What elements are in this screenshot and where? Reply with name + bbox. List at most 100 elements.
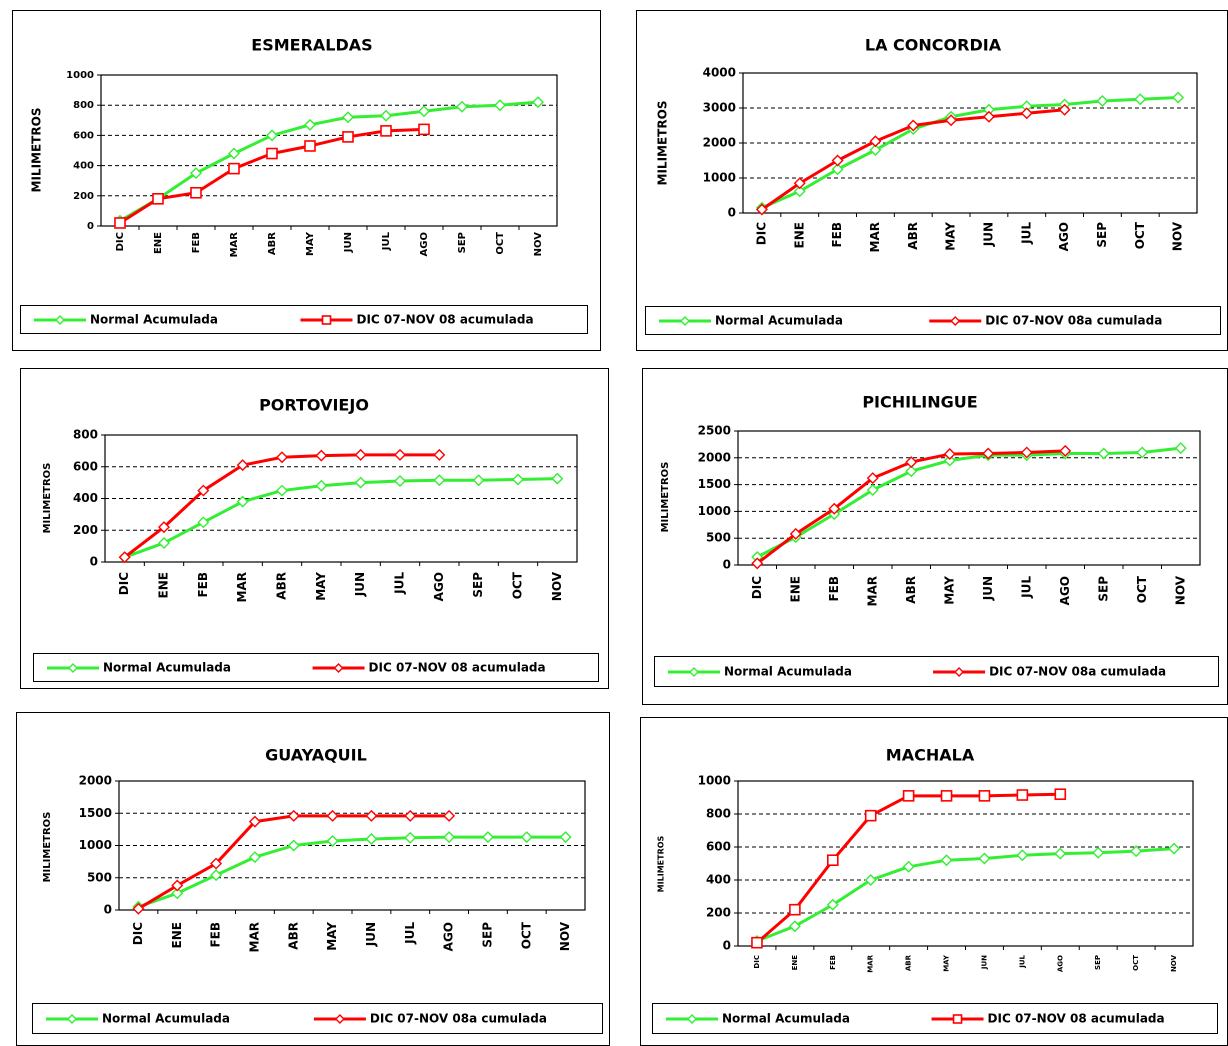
data-point-marker <box>190 167 202 180</box>
x-tick-label: OCT <box>1135 575 1149 603</box>
series-line <box>124 477 558 559</box>
x-tick-label: ABR <box>904 576 918 604</box>
data-point-marker <box>210 857 223 870</box>
x-tick-label: AGO <box>1058 576 1072 605</box>
x-tick-label: JUN <box>981 576 995 601</box>
data-point-marker <box>394 448 406 461</box>
data-point-marker <box>1172 91 1185 104</box>
legend-entry-label: Normal Acumulada <box>715 314 843 328</box>
y-tick-label: 2000 <box>703 136 736 150</box>
data-point-marker <box>864 874 877 886</box>
data-point-marker <box>365 833 378 846</box>
data-point-marker <box>1174 442 1187 455</box>
chart-esmeraldas: ESMERALDAS MILIMETROS 0 200 400 600 800 1000 DIC… <box>12 10 601 351</box>
y-tick-label: 1000 <box>698 504 731 518</box>
data-point-marker <box>443 809 456 822</box>
series-line <box>761 96 1179 210</box>
x-tick-label: JUN <box>343 232 354 253</box>
data-point-marker <box>945 114 958 127</box>
x-tick-label: AGO <box>442 922 456 951</box>
data-point-marker <box>831 154 844 167</box>
x-tick-label: JUL <box>1018 954 1026 968</box>
data-point-marker <box>304 140 316 152</box>
data-point-marker <box>132 902 145 915</box>
y-tick-label: 400 <box>706 873 731 887</box>
data-point-marker <box>978 790 991 802</box>
y-tick-label: 0 <box>87 221 94 232</box>
data-point-marker <box>982 447 995 460</box>
x-tick-label: MAY <box>942 576 956 605</box>
data-point-marker <box>248 851 261 864</box>
data-point-marker <box>333 663 344 673</box>
y-axis-label: MILIMETROS <box>30 108 44 193</box>
x-tick-label: MAR <box>868 222 882 252</box>
x-tick-label: JUN <box>981 222 995 247</box>
x-tick-label: ENE <box>157 572 171 598</box>
x-tick-label: JUL <box>403 922 417 945</box>
legend-entry-label: DIC 07-NOV 08a cumulada <box>989 665 1166 679</box>
x-tick-label: JUN <box>353 572 367 597</box>
x-tick-label: MAR <box>867 954 875 972</box>
data-point-marker <box>326 809 339 822</box>
x-tick-label: NOV <box>550 571 564 601</box>
data-point-marker <box>755 203 768 216</box>
x-tick-label: AGO <box>432 572 446 601</box>
data-point-marker <box>158 521 170 534</box>
y-tick-label: 400 <box>73 491 98 505</box>
legend-entry-label: DIC 07-NOV 08a cumulada <box>370 1012 547 1026</box>
data-point-marker <box>494 99 506 112</box>
x-tick-label: AGO <box>1056 955 1064 972</box>
data-point-marker <box>68 663 78 673</box>
data-point-marker <box>869 144 882 156</box>
data-point-marker <box>905 465 918 478</box>
legend-box <box>33 653 599 682</box>
legend-entry-label: Normal Acumulada <box>103 661 231 675</box>
y-tick-label: 800 <box>73 428 98 442</box>
y-tick-label: 800 <box>706 807 731 821</box>
data-point-marker <box>404 809 417 822</box>
legend-entry-label: Normal Acumulada <box>722 1012 850 1026</box>
y-tick-label: 500 <box>87 870 112 884</box>
data-point-marker <box>152 193 164 205</box>
data-point-marker <box>1092 846 1105 859</box>
x-tick-label: JUN <box>980 955 988 970</box>
y-tick-label: 2000 <box>79 774 112 788</box>
data-point-marker <box>228 162 240 175</box>
chart-title: LA CONCORDIA <box>865 36 1002 55</box>
x-tick-label: MAR <box>229 232 240 258</box>
data-point-marker <box>1016 849 1029 862</box>
y-tick-label: 600 <box>706 840 731 854</box>
x-tick-label: ABR <box>906 222 920 250</box>
x-tick-label: MAR <box>235 572 249 602</box>
x-tick-label: ENE <box>788 576 802 602</box>
data-point-marker <box>418 105 430 118</box>
x-tick-label: DIC <box>131 922 145 945</box>
data-point-marker <box>907 119 920 132</box>
chart-guayaquil: GUAYAQUIL MILIMETROS 0 500 1000 1500 2000 DIC EN… <box>16 712 610 1046</box>
data-point-marker <box>210 869 223 882</box>
plot-area <box>100 74 558 227</box>
data-point-marker <box>266 129 278 142</box>
y-axis-label: MILIMETROS <box>657 835 666 892</box>
x-tick-label: ABR <box>905 954 913 971</box>
data-point-marker <box>197 484 210 497</box>
plot-area <box>737 780 1194 947</box>
chart-title: MACHALA <box>886 746 975 765</box>
y-tick-label: 3000 <box>703 101 736 115</box>
legend-entry-label: DIC 07-NOV 08 acumulada <box>369 661 546 675</box>
data-point-marker <box>266 147 278 160</box>
data-point-marker <box>326 834 339 847</box>
x-tick-label: SEP <box>1096 576 1110 602</box>
data-point-marker <box>520 831 533 844</box>
series-line <box>119 100 539 223</box>
data-point-marker <box>751 557 764 570</box>
data-point-marker <box>954 667 965 677</box>
data-point-marker <box>118 551 131 564</box>
x-tick-label: ABR <box>286 922 300 950</box>
data-point-marker <box>354 476 367 489</box>
data-point-marker <box>481 831 494 844</box>
data-point-marker <box>866 483 879 496</box>
y-tick-label: 1500 <box>79 806 112 820</box>
y-tick-label: 0 <box>728 206 736 220</box>
data-point-marker <box>788 920 801 933</box>
